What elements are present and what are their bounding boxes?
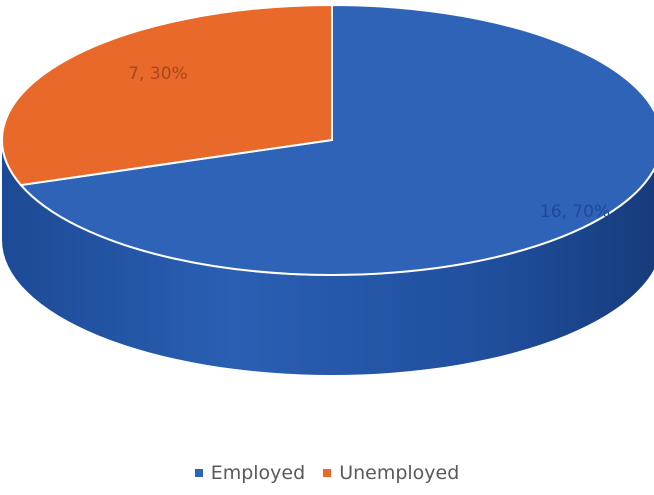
legend-item-unemployed: Unemployed	[323, 462, 459, 484]
legend-label-unemployed: Unemployed	[339, 462, 459, 484]
data-label-unemployed: 7, 30%	[128, 64, 187, 84]
data-label-employed: 16, 70%	[540, 202, 610, 222]
legend-item-employed: Employed	[195, 462, 305, 484]
legend-swatch-employed	[195, 469, 203, 477]
legend: Employed Unemployed	[0, 462, 654, 484]
legend-swatch-unemployed	[323, 469, 331, 477]
legend-label-employed: Employed	[211, 462, 305, 484]
